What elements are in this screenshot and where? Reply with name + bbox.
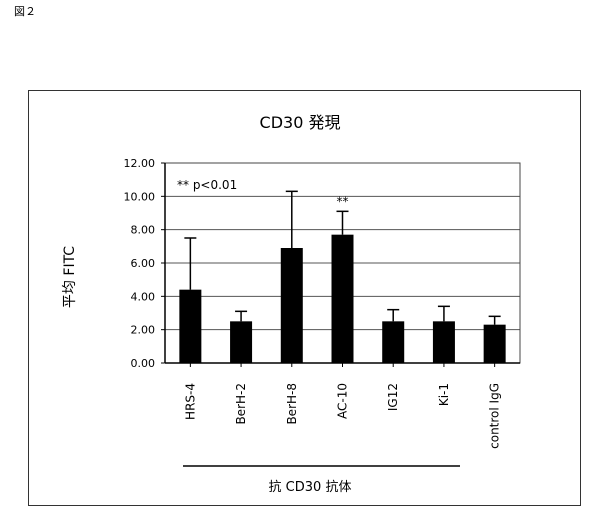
y-tick-label: 0.00: [131, 357, 156, 370]
bar: [382, 321, 405, 363]
significance-note: ** p<0.01: [177, 178, 237, 192]
chart-title: CD30 発現: [260, 113, 341, 132]
x-tick-label: control IgG: [488, 383, 502, 449]
x-tick-label: AC-10: [336, 383, 350, 419]
x-tick-label: IG12: [386, 383, 400, 411]
y-axis-label: 平均 FITC: [62, 246, 78, 308]
bar: [179, 289, 202, 363]
x-tick-label: BerH-2: [234, 383, 248, 425]
x-tick-label: Ki-1: [437, 383, 451, 406]
figure-label: 図２: [14, 5, 36, 18]
bar: [483, 324, 506, 363]
y-tick-label: 10.00: [124, 190, 156, 203]
x-axis-label: 抗 CD30 抗体: [269, 480, 352, 495]
bar: [331, 234, 354, 363]
bar: [280, 248, 303, 363]
significance-marker: **: [337, 194, 349, 208]
y-tick-label: 2.00: [131, 324, 156, 337]
y-tick-label: 12.00: [124, 157, 156, 170]
plot-area: 0.00 2.00 4.00 6.00 8.00 10.00 12.00 HRS-4 BerH-…: [124, 157, 521, 449]
y-tick-label: 8.00: [131, 224, 156, 237]
x-tick-label: BerH-8: [285, 383, 299, 425]
bar: [432, 321, 455, 363]
y-tick-label: 6.00: [131, 257, 156, 270]
bar: [230, 321, 253, 363]
chart-frame: [28, 90, 581, 506]
y-tick-label: 4.00: [131, 290, 156, 303]
x-tick-label: HRS-4: [183, 383, 197, 420]
